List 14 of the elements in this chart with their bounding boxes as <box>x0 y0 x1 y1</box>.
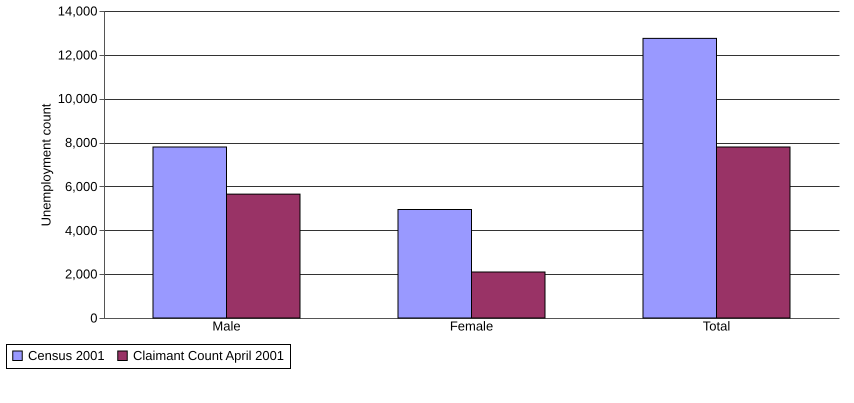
legend-label: Census 2001 <box>28 348 105 363</box>
y-tick-label: 6,000 <box>64 178 98 194</box>
x-tick-label: Male <box>212 318 241 334</box>
y-tick-label: 10,000 <box>58 91 98 106</box>
y-tick-label: 4,000 <box>64 222 98 238</box>
y-axis-title: Unemployment count <box>38 103 54 226</box>
x-tick-label: Female <box>450 318 494 334</box>
y-tick-label: 14,000 <box>58 4 98 18</box>
legend-label: Claimant Count April 2001 <box>133 348 284 363</box>
y-tick-label: 2,000 <box>64 266 98 282</box>
x-tick-label: Total <box>702 318 730 334</box>
y-tick-label: 12,000 <box>58 47 98 62</box>
y-tick-label: 8,000 <box>64 135 98 150</box>
y-tick-label: 0 <box>90 310 98 326</box>
